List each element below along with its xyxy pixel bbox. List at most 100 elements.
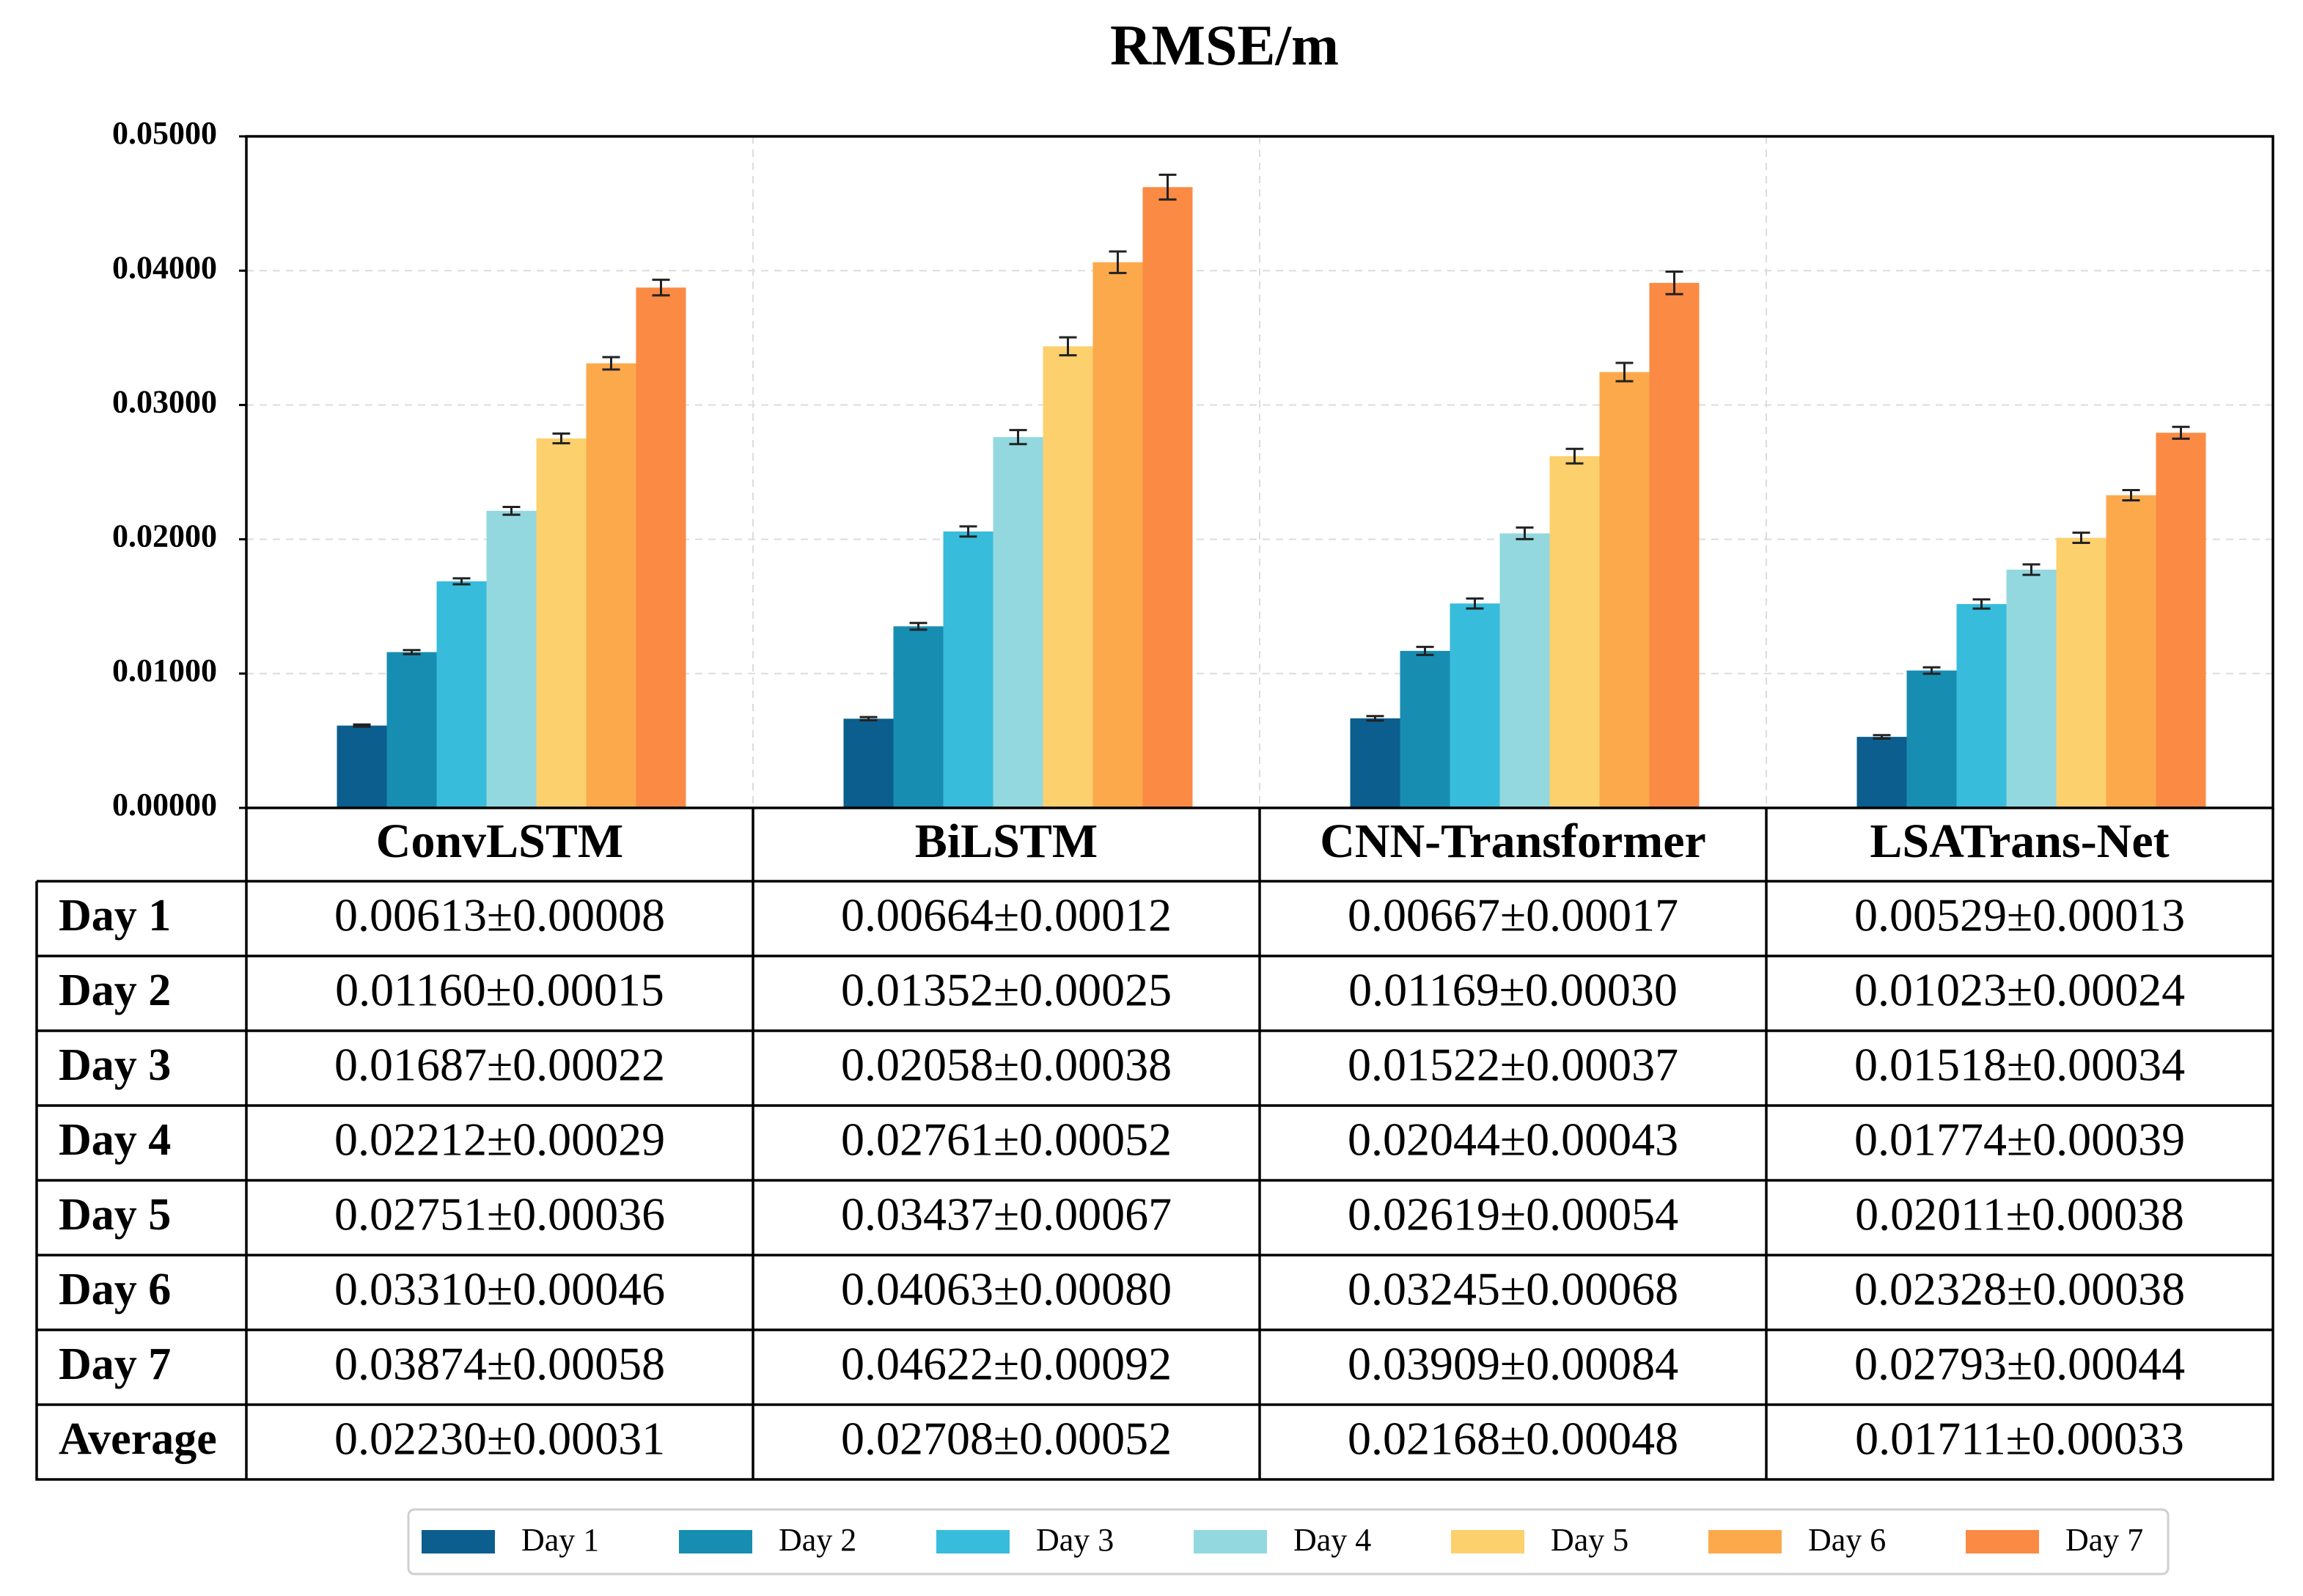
table-cell: 0.04063±0.00080 bbox=[841, 1263, 1172, 1315]
bar bbox=[1350, 718, 1400, 808]
y-tick-label: 0.03000 bbox=[112, 383, 217, 419]
legend-label: Day 4 bbox=[1293, 1522, 1371, 1558]
bar bbox=[337, 725, 387, 808]
y-tick-label: 0.05000 bbox=[112, 115, 217, 151]
bar bbox=[893, 626, 944, 808]
table-cell: 0.04622±0.00092 bbox=[841, 1338, 1172, 1390]
bar bbox=[943, 531, 993, 808]
legend-swatch bbox=[1966, 1530, 2039, 1553]
table-cell: 0.02751±0.00036 bbox=[334, 1188, 665, 1240]
bar bbox=[636, 287, 686, 808]
error-bar bbox=[859, 716, 878, 722]
error-bar bbox=[1565, 447, 1584, 465]
column-header: CNN-Transformer bbox=[1320, 814, 1706, 868]
legend-swatch bbox=[1451, 1530, 1524, 1553]
table-cell: 0.00613±0.00008 bbox=[334, 889, 665, 941]
bar bbox=[1142, 187, 1193, 808]
row-header: Average bbox=[59, 1414, 217, 1464]
legend-swatch bbox=[936, 1530, 1010, 1553]
error-bar bbox=[1922, 666, 1941, 675]
error-bar bbox=[1516, 526, 1534, 540]
legend-swatch bbox=[679, 1530, 752, 1553]
table-cell: 0.03245±0.00068 bbox=[1348, 1263, 1678, 1315]
row-header: Day 2 bbox=[59, 966, 171, 1015]
table-cell: 0.03909±0.00084 bbox=[1348, 1338, 1678, 1390]
y-tick-label: 0.04000 bbox=[112, 249, 217, 285]
legend-swatch bbox=[1708, 1530, 1782, 1553]
table-cell: 0.03437±0.00067 bbox=[841, 1188, 1172, 1240]
y-tick-label: 0.02000 bbox=[112, 518, 217, 554]
error-bar bbox=[1416, 645, 1434, 656]
bar bbox=[436, 581, 487, 808]
bar bbox=[2156, 433, 2206, 808]
table-cell: 0.00667±0.00017 bbox=[1348, 889, 1678, 941]
table-cell: 0.02708±0.00052 bbox=[841, 1413, 1172, 1465]
row-header: Day 1 bbox=[59, 891, 171, 941]
legend-label: Day 3 bbox=[1036, 1522, 1114, 1558]
error-bar bbox=[959, 525, 977, 538]
table-cell: 0.02044±0.00043 bbox=[1348, 1114, 1678, 1166]
bar bbox=[386, 652, 437, 808]
error-bar bbox=[652, 279, 670, 297]
error-bar bbox=[452, 577, 471, 586]
column-header: LSATrans-Net bbox=[1870, 814, 2169, 868]
bar bbox=[486, 510, 537, 808]
column-header: ConvLSTM bbox=[376, 814, 623, 868]
error-bar bbox=[1059, 336, 1077, 357]
bar bbox=[1092, 262, 1143, 808]
bar bbox=[993, 437, 1043, 808]
table-cell: 0.01522±0.00037 bbox=[1348, 1039, 1678, 1091]
table-cell: 0.01160±0.00015 bbox=[335, 964, 664, 1016]
chart-title: RMSE/m bbox=[1110, 13, 1339, 77]
error-bar bbox=[2072, 532, 2090, 545]
table-border bbox=[35, 808, 2274, 1481]
table-cell: 0.01687±0.00022 bbox=[334, 1039, 665, 1091]
table-cell: 0.01352±0.00025 bbox=[841, 964, 1172, 1016]
bar bbox=[1499, 533, 1550, 808]
error-bar bbox=[1009, 429, 1027, 446]
legend-box bbox=[407, 1508, 2170, 1575]
bar bbox=[1450, 603, 1500, 808]
bar bbox=[1956, 603, 2007, 808]
error-bar bbox=[602, 356, 620, 371]
table-cell: 0.02168±0.00048 bbox=[1348, 1413, 1678, 1465]
legend-swatch bbox=[422, 1530, 495, 1553]
legend-swatch bbox=[1194, 1530, 1267, 1553]
error-bar bbox=[2022, 563, 2041, 576]
bar bbox=[2056, 537, 2107, 808]
table-cell: 0.01774±0.00039 bbox=[1854, 1114, 2185, 1166]
table-cell: 0.02058±0.00038 bbox=[841, 1039, 1172, 1091]
table-cell: 0.00529±0.00013 bbox=[1854, 889, 2185, 941]
row-header: Day 3 bbox=[59, 1040, 171, 1090]
bar bbox=[1400, 650, 1450, 808]
error-bar bbox=[403, 649, 421, 655]
row-header: Day 4 bbox=[59, 1115, 171, 1165]
legend-label: Day 2 bbox=[779, 1522, 856, 1558]
bar bbox=[1599, 372, 1650, 808]
y-tick-label: 0.00000 bbox=[112, 787, 217, 823]
legend-label: Day 1 bbox=[521, 1522, 599, 1558]
error-bar bbox=[909, 622, 928, 631]
error-bar bbox=[1366, 715, 1384, 722]
legend-label: Day 7 bbox=[2065, 1522, 2143, 1558]
error-bar bbox=[1665, 270, 1683, 295]
bar bbox=[2106, 495, 2156, 808]
table-cell: 0.01169±0.00030 bbox=[1348, 964, 1678, 1016]
error-bar bbox=[2122, 489, 2140, 501]
bar bbox=[1856, 737, 1907, 808]
error-bar bbox=[1972, 598, 1991, 610]
table-cell: 0.00664±0.00012 bbox=[841, 889, 1172, 941]
legend-label: Day 5 bbox=[1551, 1522, 1628, 1558]
error-bar bbox=[1615, 361, 1634, 383]
row-header: Day 6 bbox=[59, 1265, 171, 1314]
bar bbox=[586, 363, 636, 808]
error-bar bbox=[1158, 173, 1177, 201]
table-cell: 0.02619±0.00054 bbox=[1348, 1188, 1678, 1240]
table-cell: 0.02011±0.00038 bbox=[1855, 1188, 2184, 1240]
table-cell: 0.02761±0.00052 bbox=[841, 1114, 1172, 1166]
table-cell: 0.01023±0.00024 bbox=[1854, 964, 2185, 1016]
error-bar bbox=[1466, 597, 1484, 610]
error-bar bbox=[2172, 425, 2190, 440]
table-cell: 0.02793±0.00044 bbox=[1854, 1338, 2185, 1390]
